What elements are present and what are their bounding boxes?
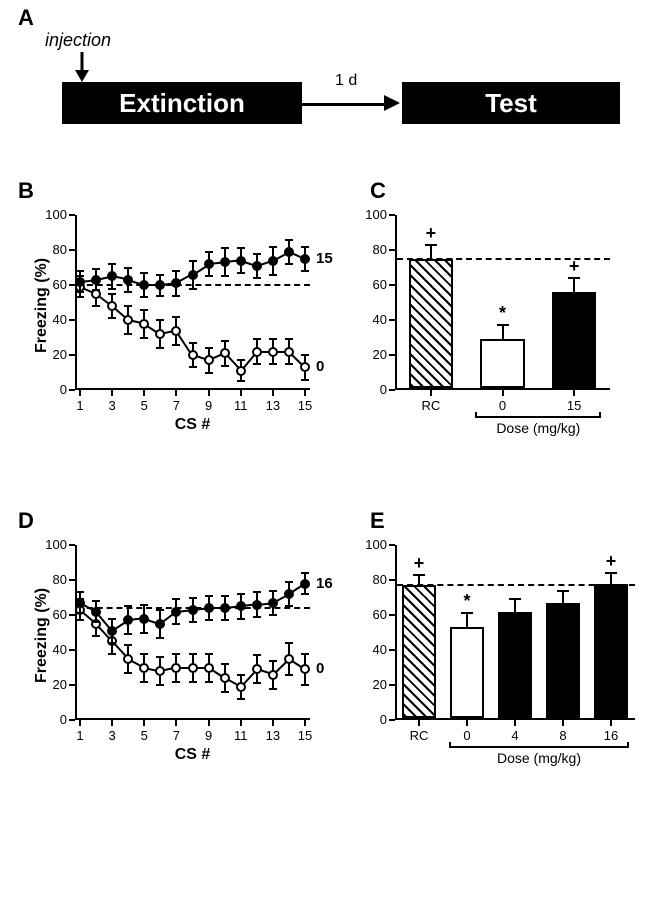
extinction-text: Extinction xyxy=(119,88,245,119)
chart-d: 02040608010013579111315Freezing (%)CS #1… xyxy=(75,545,310,720)
chart-e: 020406080100+RC*048+16Dose (mg/kg) xyxy=(395,545,635,720)
test-text: Test xyxy=(485,88,537,119)
injection-label: injection xyxy=(45,30,111,51)
arrow-label: 1 d xyxy=(335,72,357,90)
panel-c-label: C xyxy=(370,178,386,204)
test-box: Test xyxy=(402,82,620,124)
chart-c: 020406080100+RC*0+15Dose (mg/kg) xyxy=(395,215,610,390)
extinction-box: Extinction xyxy=(62,82,302,124)
panel-b-label: B xyxy=(18,178,34,204)
chart-b: 02040608010013579111315Freezing (%)CS #1… xyxy=(75,215,310,390)
panel-d-label: D xyxy=(18,508,34,534)
panel-e-label: E xyxy=(370,508,385,534)
panel-a-label: A xyxy=(18,5,34,31)
down-arrow-icon xyxy=(72,52,92,82)
arrow-icon xyxy=(302,95,402,115)
